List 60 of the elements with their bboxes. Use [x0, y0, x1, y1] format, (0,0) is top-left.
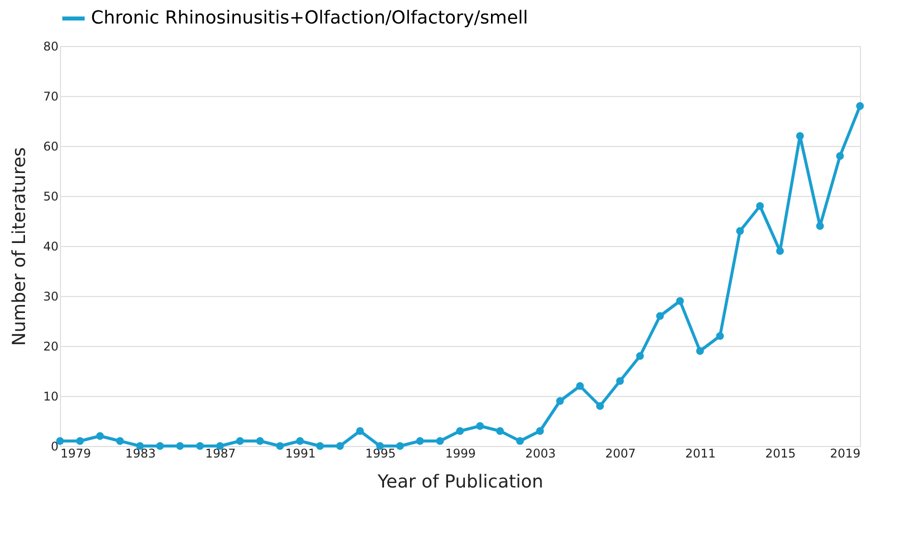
x-tick-label: 2011: [685, 446, 716, 460]
point: [396, 442, 404, 450]
x-axis-title: Year of Publication: [376, 472, 544, 492]
x-tick-label: 2019: [830, 446, 860, 460]
point: [296, 437, 304, 445]
x-tick-label: 1991: [285, 446, 316, 460]
point: [336, 442, 344, 450]
point: [816, 222, 824, 230]
x-tick-label: 1987: [205, 446, 236, 460]
y-tick-label: 10: [43, 390, 58, 404]
x-tick-label: 1983: [125, 446, 156, 460]
point: [536, 427, 544, 435]
point: [316, 442, 324, 450]
y-tick-label: 50: [43, 190, 58, 204]
point: [596, 402, 604, 410]
point: [796, 132, 804, 140]
point: [736, 227, 744, 235]
y-tick-label: 40: [43, 240, 58, 254]
x-tick-label: 1999: [445, 446, 476, 460]
point: [456, 427, 464, 435]
y-tick-label: 60: [43, 140, 58, 154]
y-tick-label: 0: [50, 440, 58, 454]
x-tick-label: 1979: [60, 446, 92, 460]
point: [256, 437, 264, 445]
point: [356, 427, 364, 435]
point: [476, 422, 484, 430]
point: [836, 152, 844, 160]
point: [676, 297, 684, 305]
point: [496, 427, 504, 435]
x-tick-label: 2007: [605, 446, 636, 460]
point: [696, 347, 704, 355]
x-tick-label: 2015: [765, 446, 796, 460]
x-tick-label: 1995: [365, 446, 396, 460]
point: [116, 437, 124, 445]
point: [776, 247, 784, 255]
point: [516, 437, 524, 445]
point: [96, 432, 104, 440]
point: [76, 437, 84, 445]
point: [656, 312, 664, 320]
x-tick-label: 2003: [525, 446, 556, 460]
point: [756, 202, 764, 210]
point: [276, 442, 284, 450]
y-tick-label: 20: [43, 340, 58, 354]
point: [556, 397, 564, 405]
point: [176, 442, 184, 450]
point: [856, 102, 864, 110]
point: [716, 332, 724, 340]
legend-label: Chronic Rhinosinusitis+Olfaction/Olfactory/smell: [91, 8, 528, 28]
point: [636, 352, 644, 360]
point: [616, 377, 624, 385]
point: [156, 442, 164, 450]
point: [436, 437, 444, 445]
point: [236, 437, 244, 445]
point: [576, 382, 584, 390]
point: [416, 437, 424, 445]
point: [196, 442, 204, 450]
y-tick-label: 30: [43, 290, 58, 304]
y-tick-label: 80: [43, 40, 58, 54]
y-axis-title: Number of Literatures: [9, 147, 30, 346]
y-tick-label: 70: [43, 90, 58, 104]
